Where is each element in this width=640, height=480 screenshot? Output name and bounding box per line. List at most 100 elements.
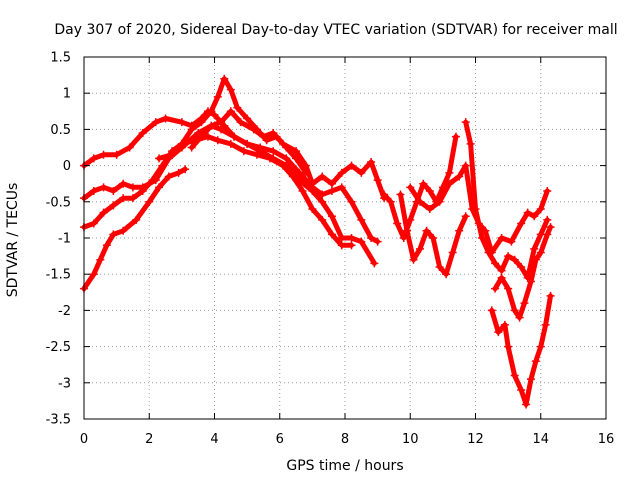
data-point bbox=[161, 114, 170, 123]
data-point bbox=[409, 255, 418, 264]
series-track-7 bbox=[380, 132, 460, 242]
data-point bbox=[531, 357, 540, 366]
data-point bbox=[357, 168, 366, 177]
data-point bbox=[102, 241, 111, 250]
data-point bbox=[249, 125, 258, 134]
data-point bbox=[243, 139, 252, 148]
data-point bbox=[510, 371, 519, 380]
data-point bbox=[471, 205, 480, 214]
data-point bbox=[425, 205, 434, 214]
data-point bbox=[119, 226, 128, 235]
data-point bbox=[233, 103, 242, 112]
data-point bbox=[282, 154, 291, 163]
data-point bbox=[155, 154, 164, 163]
data-point bbox=[523, 208, 532, 217]
data-point bbox=[327, 179, 336, 188]
data-point bbox=[197, 132, 206, 141]
data-point bbox=[543, 215, 552, 224]
y-tick-label: -2.5 bbox=[46, 340, 71, 355]
data-point bbox=[239, 147, 248, 156]
y-tick-label: -1.5 bbox=[46, 268, 71, 283]
series-track-4 bbox=[80, 165, 190, 293]
data-point bbox=[429, 234, 438, 242]
plot-area bbox=[80, 74, 555, 409]
data-point bbox=[517, 219, 526, 228]
data-point bbox=[416, 197, 425, 206]
data-point bbox=[347, 197, 356, 206]
data-point bbox=[158, 161, 167, 170]
data-point bbox=[497, 273, 506, 282]
data-point bbox=[109, 201, 118, 210]
data-point bbox=[337, 241, 346, 250]
data-point bbox=[207, 107, 216, 116]
data-point bbox=[96, 255, 105, 264]
data-point bbox=[220, 74, 229, 83]
data-point bbox=[386, 197, 395, 206]
data-point bbox=[187, 125, 196, 134]
data-point bbox=[99, 183, 108, 192]
data-point bbox=[546, 223, 555, 232]
series-line bbox=[463, 119, 550, 281]
data-point bbox=[109, 230, 118, 239]
series-line bbox=[381, 134, 459, 241]
data-point bbox=[288, 172, 297, 181]
data-point bbox=[497, 266, 506, 275]
data-point bbox=[478, 234, 487, 242]
data-point bbox=[318, 172, 327, 181]
data-point bbox=[308, 205, 317, 214]
data-point bbox=[500, 320, 509, 329]
axes: 0 2 4 6 8 10 12 14 16 1.5 1 0.5 0 -0.5 -1 -1.5 -2 -2.5 -3 -… bbox=[46, 51, 615, 448]
data-point bbox=[337, 183, 346, 192]
data-point bbox=[89, 270, 98, 279]
data-point bbox=[279, 161, 288, 170]
data-point bbox=[357, 237, 366, 246]
data-point bbox=[393, 219, 402, 228]
data-point bbox=[373, 237, 382, 246]
x-tick-label: 12 bbox=[467, 432, 484, 447]
x-tick-label: 6 bbox=[276, 432, 284, 447]
data-point bbox=[292, 147, 301, 156]
data-point bbox=[168, 150, 177, 159]
data-point bbox=[181, 165, 190, 174]
data-point bbox=[128, 194, 137, 203]
series-track-8 bbox=[396, 190, 470, 279]
data-point bbox=[347, 161, 356, 170]
data-point bbox=[252, 150, 261, 159]
data-point bbox=[125, 143, 134, 152]
data-point bbox=[526, 375, 535, 384]
data-point bbox=[543, 230, 552, 239]
data-point bbox=[89, 154, 98, 163]
series-track-2 bbox=[80, 121, 379, 268]
data-point bbox=[308, 179, 317, 188]
data-point bbox=[347, 234, 356, 242]
data-point bbox=[402, 226, 411, 235]
data-point bbox=[517, 262, 526, 271]
data-point bbox=[279, 139, 288, 148]
data-point bbox=[522, 400, 531, 409]
data-point bbox=[327, 230, 336, 239]
data-point bbox=[327, 212, 336, 221]
data-point bbox=[301, 161, 310, 170]
series-track-11 bbox=[487, 291, 555, 409]
data-point bbox=[504, 284, 513, 293]
data-point bbox=[177, 118, 186, 127]
data-point bbox=[298, 186, 307, 195]
data-point bbox=[517, 386, 526, 395]
data-point bbox=[138, 186, 147, 195]
series-track-6 bbox=[187, 107, 389, 203]
series-track-10 bbox=[461, 118, 552, 282]
y-tick-label: -2 bbox=[58, 304, 71, 319]
data-point bbox=[155, 183, 164, 192]
data-point bbox=[416, 244, 425, 253]
data-point bbox=[89, 186, 98, 195]
data-point bbox=[530, 244, 539, 253]
data-point bbox=[99, 150, 108, 159]
data-point bbox=[541, 320, 550, 329]
data-point bbox=[226, 139, 235, 148]
data-point bbox=[491, 284, 500, 293]
data-point bbox=[461, 118, 470, 127]
y-tick-label: 1.5 bbox=[50, 51, 71, 66]
data-point bbox=[347, 241, 356, 250]
x-axis-label: GPS time / hours bbox=[286, 458, 403, 474]
data-point bbox=[455, 226, 464, 235]
